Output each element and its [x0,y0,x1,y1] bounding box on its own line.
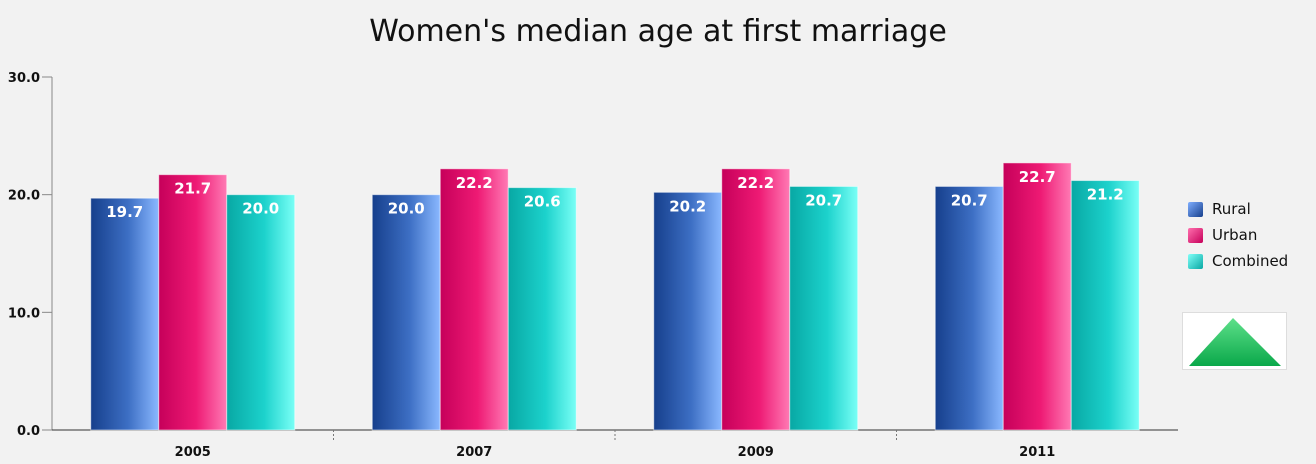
legend-item-rural[interactable]: Rural [1188,196,1288,222]
data-labels: 19.7 20.0 20.2 20.7 21.7 22.2 22.2 22.7 20.0 20.6… [106,168,1124,221]
scroll-up-button[interactable] [1182,312,1287,370]
chart-title: Women's median age at first marriage [369,14,947,49]
x-tick-label: 2009 [738,445,774,460]
bar-rural-2007[interactable] [371,194,441,431]
bar-urban-2005[interactable] [158,174,228,431]
legend-label-rural: Rural [1212,200,1251,218]
data-label: 20.2 [669,197,706,215]
bars [90,162,1140,431]
bar-rural-2011[interactable] [934,185,1004,431]
x-tick-label: 2007 [456,445,492,460]
legend-item-combined[interactable]: Combined [1188,248,1288,274]
y-tick-label: 0.0 [17,424,40,439]
bar-combined-2005[interactable] [226,194,296,431]
y-tick-label: 30.0 [8,71,40,86]
data-label: 22.2 [456,174,493,192]
legend-item-urban[interactable]: Urban [1188,222,1288,248]
legend-swatch-rural [1188,201,1203,217]
data-label: 22.7 [1019,168,1056,186]
legend-swatch-urban [1188,227,1203,243]
data-label: 22.2 [737,174,774,192]
x-tick-label: 2011 [1019,445,1055,460]
bar-combined-2007[interactable] [507,187,577,431]
legend: Rural Urban Combined [1188,196,1288,274]
legend-swatch-combined [1188,253,1203,269]
data-label: 21.7 [174,180,211,198]
legend-label-combined: Combined [1212,252,1289,270]
data-label: 19.7 [106,203,143,221]
bar-rural-2005[interactable] [90,197,160,431]
data-label: 20.0 [388,200,425,218]
data-label: 20.0 [242,200,279,218]
data-label: 20.6 [524,193,561,211]
y-tick-label: 20.0 [8,189,40,204]
legend-label-urban: Urban [1212,226,1258,244]
data-label: 20.7 [951,191,988,209]
bar-urban-2007[interactable] [439,168,509,431]
bar-combined-2009[interactable] [789,185,859,431]
data-label: 21.2 [1087,186,1124,204]
bar-urban-2011[interactable] [1002,162,1072,431]
x-tick-label: 2005 [175,445,211,460]
data-label: 20.7 [805,191,842,209]
y-tick-label: 10.0 [8,306,40,321]
triangle-up-icon [1189,318,1281,366]
bar-combined-2011[interactable] [1070,180,1140,431]
bar-rural-2009[interactable] [653,191,723,431]
bar-urban-2009[interactable] [721,168,791,431]
